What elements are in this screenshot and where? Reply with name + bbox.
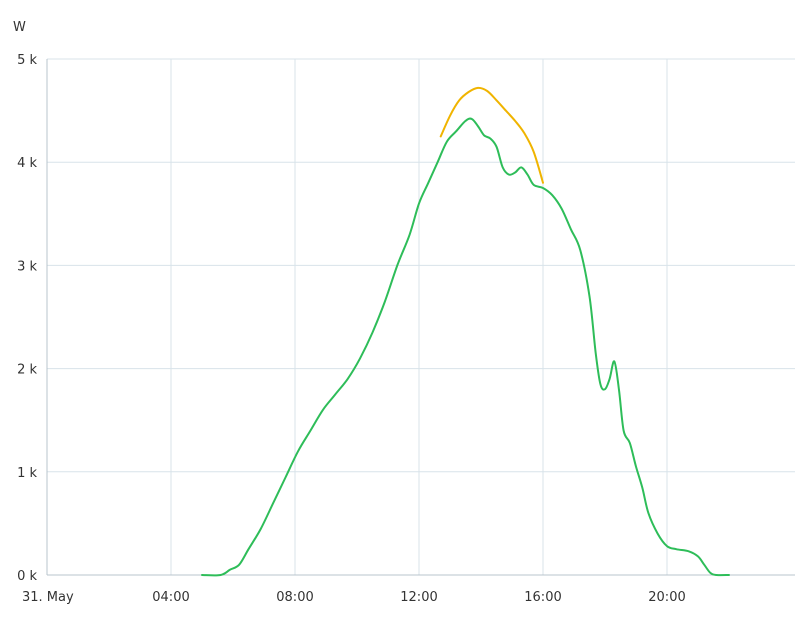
x-tick-label: 12:00 [400, 590, 437, 605]
x-tick-label: 08:00 [276, 590, 313, 605]
y-tick-label: 3 k [17, 259, 37, 274]
y-tick-label: 0 k [17, 569, 37, 584]
y-tick-label: 5 k [17, 53, 37, 68]
series-line-2 [201, 117, 730, 577]
x-tick-label: 31. May [22, 590, 74, 605]
grid-lines [47, 58, 795, 575]
series-layer [201, 86, 730, 577]
axes [46, 59, 795, 576]
y-tick-label: 2 k [17, 363, 37, 378]
series-line-1 [439, 86, 544, 184]
x-tick-label: 04:00 [152, 590, 189, 605]
x-tick-label: 20:00 [648, 590, 685, 605]
y-tick-label: 1 k [17, 466, 37, 481]
tick-labels: 0 k 1 k 2 k 3 k 4 k 5 k 31. May 04:00 08:00 12:00… [17, 53, 686, 605]
x-tick-label: 16:00 [524, 590, 561, 605]
y-tick-label: 4 k [17, 156, 37, 171]
y-axis-label: W [13, 20, 26, 35]
